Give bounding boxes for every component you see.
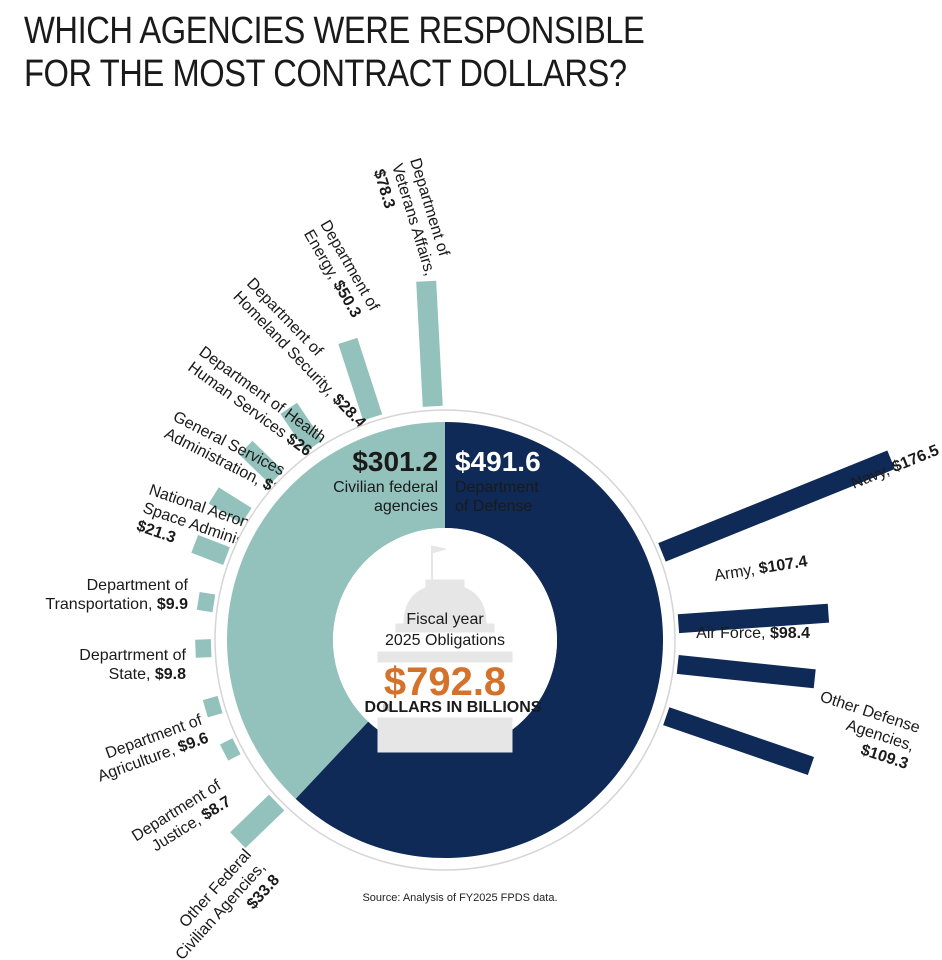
bar-12	[202, 695, 223, 718]
bar-label-5: Department ofEnergy, $50.3	[300, 218, 382, 324]
center-line-2: 2025 Obligations	[385, 632, 505, 649]
bar-label-13: Department ofJustice, $8.7	[129, 777, 235, 862]
units-marker	[383, 704, 390, 711]
bar-label-12: Department ofAgriculture, $9.6	[89, 712, 211, 786]
bar-14	[230, 794, 285, 849]
civilian-label-line-1: Civilian federal	[333, 479, 438, 496]
bar-4	[416, 280, 443, 407]
bar-1	[677, 603, 830, 634]
center-line-1: Fiscal year	[406, 611, 484, 628]
civilian-label-line-2: agencies	[374, 498, 438, 515]
units-label: DOLLARS IN BILLIONS	[365, 699, 542, 716]
chart-title-line-1: WHICH AGENCIES WERE RESPONSIBLE	[24, 10, 645, 52]
bar-label-2: Air Force, $98.4	[696, 625, 810, 642]
bar-3	[663, 707, 815, 775]
bar-label-4: Department ofVeterans Affairs,$78.3	[370, 156, 457, 283]
civilian-arc	[226, 422, 445, 799]
defense-label-line-1: Department	[455, 479, 539, 496]
bar-13	[220, 738, 241, 761]
bar-8	[208, 487, 252, 525]
bar-label-10: Department of Transportation, $9.9	[45, 577, 188, 613]
agency-bars	[191, 280, 895, 849]
source-note: Source: Analysis of FY2025 FPDS data.	[362, 892, 557, 904]
bar-0	[658, 450, 895, 562]
defense-label-line-2: of Defense	[455, 498, 532, 515]
bar-5	[338, 337, 383, 421]
chart-title: WHICH AGENCIES WERE RESPONSIBLE FOR THE …	[24, 10, 798, 95]
center-disc	[333, 528, 557, 752]
bar-9	[191, 535, 230, 566]
chart-title-line-2: FOR THE MOST CONTRACT DOLLARS?	[24, 52, 627, 95]
bar-2	[676, 655, 816, 689]
bar-label-1: Army, $107.4	[713, 553, 809, 585]
bar-7	[239, 440, 284, 485]
bar-10	[196, 592, 216, 613]
civilian-total-value: $301.2	[352, 446, 438, 477]
total-value: $792.8	[384, 660, 506, 704]
bar-11	[195, 639, 212, 658]
bar-label-14: Other FederalCivilian Agencies,$33.8	[158, 846, 283, 960]
bar-label-3: Other DefenseAgencies,$109.3	[806, 688, 922, 772]
defense-total-value: $491.6	[455, 446, 541, 477]
bar-label-11: Departrment of State, $9.8	[79, 647, 186, 683]
capitol-dome-icon	[377, 545, 513, 753]
bar-6	[280, 402, 323, 452]
